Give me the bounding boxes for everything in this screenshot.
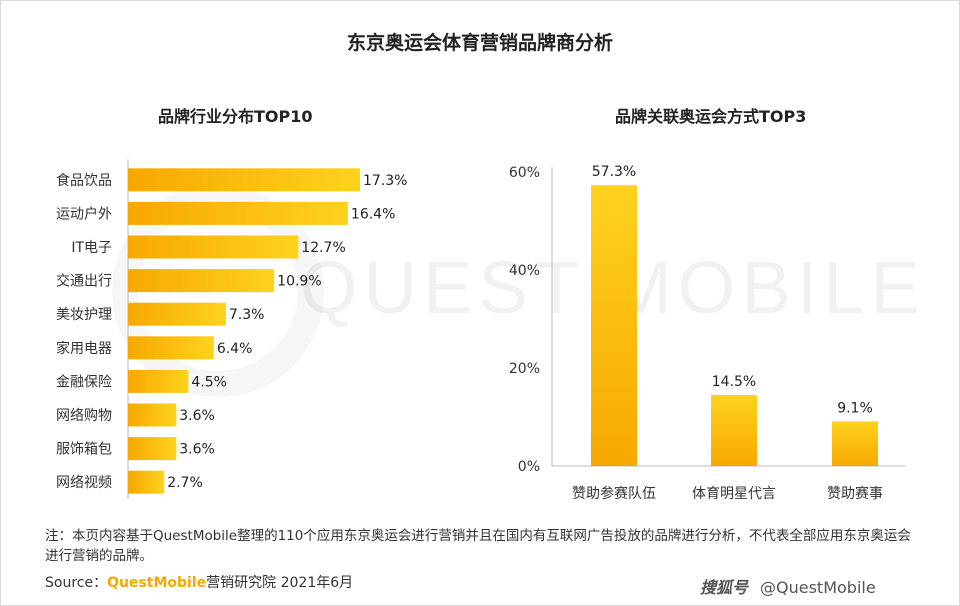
industry-value-label: 12.7% bbox=[301, 240, 345, 256]
source-prefix: Source： bbox=[45, 575, 108, 591]
source-suffix: 营销研究院 2021年6月 bbox=[206, 575, 354, 591]
industry-bar bbox=[128, 336, 214, 360]
industry-category-label: IT电子 bbox=[71, 240, 112, 256]
method-y-tick-label: 0% bbox=[518, 459, 540, 475]
industry-bar bbox=[128, 269, 275, 293]
credit-handle: @QuestMobile bbox=[760, 578, 876, 597]
industry-value-label: 10.9% bbox=[277, 274, 321, 290]
industry-category-label: 家用电器 bbox=[56, 340, 112, 357]
method-bar bbox=[711, 394, 757, 466]
source-line: Source：QuestMobile营销研究院 2021年6月 bbox=[45, 572, 353, 592]
industry-bar bbox=[128, 369, 189, 393]
source-brand: QuestMobile bbox=[107, 575, 207, 591]
industry-bar bbox=[128, 235, 299, 259]
footnote: 注：本页内容基于QuestMobile整理的110个应用东京奥运会进行营销并且在… bbox=[45, 528, 911, 564]
industry-chart-title: 品牌行业分布TOP10 bbox=[158, 107, 313, 126]
method-category-label: 赞助参赛队伍 bbox=[572, 485, 656, 502]
industry-category-label: 美妆护理 bbox=[56, 307, 112, 323]
page-title: 东京奥运会体育营销品牌商分析 bbox=[346, 32, 613, 54]
method-bar bbox=[591, 185, 637, 467]
method-chart-title: 品牌关联奥运会方式TOP3 bbox=[615, 107, 807, 126]
industry-category-label: 网络视频 bbox=[56, 475, 112, 491]
industry-value-label: 4.5% bbox=[191, 374, 227, 390]
industry-category-label: 交通出行 bbox=[56, 273, 112, 290]
industry-value-label: 17.3% bbox=[363, 173, 407, 189]
method-value-label: 14.5% bbox=[712, 374, 756, 390]
industry-value-label: 7.3% bbox=[229, 307, 265, 323]
method-category-label: 赞助赛事 bbox=[827, 486, 883, 502]
industry-category-label: 网络购物 bbox=[56, 408, 112, 424]
method-value-label: 57.3% bbox=[592, 164, 636, 180]
industry-bar bbox=[128, 470, 165, 494]
industry-bar bbox=[128, 302, 226, 326]
method-y-tick-label: 20% bbox=[509, 361, 540, 377]
method-category-label: 体育明星代言 bbox=[692, 486, 776, 502]
industry-value-label: 2.7% bbox=[167, 475, 203, 491]
method-value-label: 9.1% bbox=[837, 400, 873, 416]
industry-bar bbox=[128, 437, 177, 461]
industry-value-label: 6.4% bbox=[217, 341, 253, 357]
industry-bar bbox=[128, 168, 360, 192]
industry-category-label: 食品饮品 bbox=[56, 172, 112, 189]
sohu-logo: 搜狐号 bbox=[700, 578, 749, 597]
industry-category-label: 金融保险 bbox=[56, 374, 112, 390]
industry-bar bbox=[128, 403, 177, 427]
method-bar bbox=[832, 421, 878, 466]
industry-value-label: 16.4% bbox=[351, 206, 395, 222]
industry-bar bbox=[128, 201, 348, 225]
credit-line: 搜狐号 @QuestMobile bbox=[700, 574, 876, 598]
method-y-tick-label: 40% bbox=[509, 263, 540, 279]
method-y-tick-label: 60% bbox=[509, 165, 540, 181]
industry-value-label: 3.6% bbox=[179, 408, 215, 424]
industry-category-label: 运动户外 bbox=[56, 205, 112, 222]
industry-value-label: 3.6% bbox=[179, 442, 215, 458]
industry-category-label: 服饰箱包 bbox=[56, 442, 112, 458]
